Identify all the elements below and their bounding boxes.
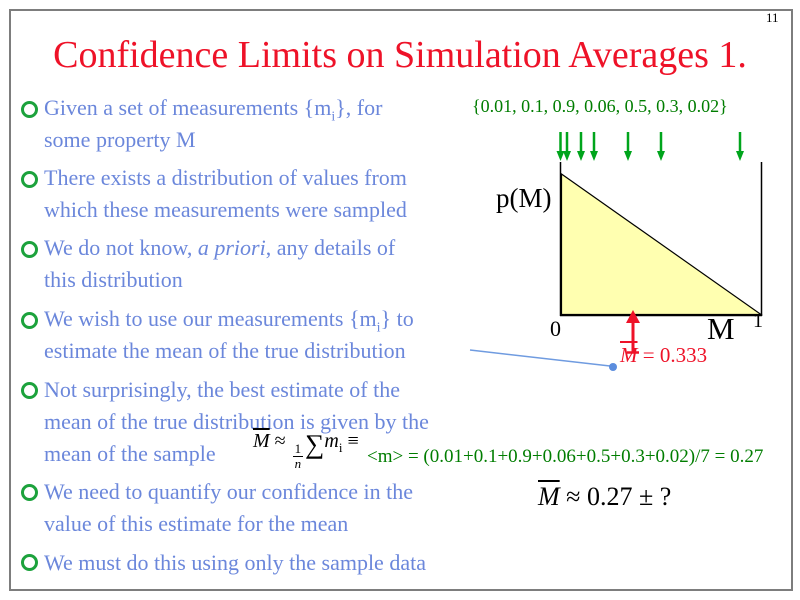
bullet-line: this distribution [44,267,183,292]
bullet-line: mean of the true distribution is given b… [44,409,429,434]
page-number: 11 [766,10,779,25]
x-tick-one: 1 [753,310,763,332]
bullet-line: We need to quantify our confidence in th… [44,479,414,504]
bullet-line: Not surprisingly, the best estimate of t… [44,377,401,402]
sample-mean-equation: <m> = (0.01+0.1+0.9+0.06+0.5+0.3+0.02)/7… [367,446,764,467]
bullet-line: which these measurements were sampled [44,197,407,222]
bullet-line: Given a set of measurements {mi}, for [44,95,383,125]
bullet-icon [21,312,38,329]
bullet-line: There exists a distribution of values fr… [44,165,407,190]
x-tick-zero: 0 [550,316,561,341]
bullet-line: mean of the sample [44,441,216,466]
bullet-icon [21,382,38,399]
slide-border [9,9,793,591]
bullet-line: We wish to use our measurements {mi} to [44,306,414,336]
x-axis-label: M [707,311,735,346]
y-axis-label: p(M) [496,183,552,213]
sample-mean-formula: M ≈ 1 n ∑mi ≡ [253,429,359,471]
bullet-line: We must do this using only the sample da… [44,550,426,575]
bullet-icon [21,101,38,118]
bullet-icon [21,554,38,571]
measurement-set-label: {0.01, 0.1, 0.9, 0.06, 0.5, 0.3, 0.02} [472,96,728,116]
bullet-line: estimate the mean of the true distributi… [44,338,406,363]
bullet-line: some property M [44,127,196,152]
slide-title: Confidence Limits on Simulation Averages… [53,34,747,76]
bullet-icon [21,171,38,188]
bullet-icon [21,484,38,501]
bullet-icon [21,241,38,258]
sigma-sum-symbol: ∑ [305,429,325,459]
m-bar-symbol: M [253,430,270,452]
unknown-distribution-mark: ? [609,256,621,285]
true-mean-label: M = 0.333 [620,343,708,367]
estimate-with-uncertainty: M ≈ 0.27 ± ? [538,482,672,511]
bullet-line: value of this estimate for the mean [44,511,349,536]
bullet-line: We do not know, a priori, any details of [44,235,396,260]
